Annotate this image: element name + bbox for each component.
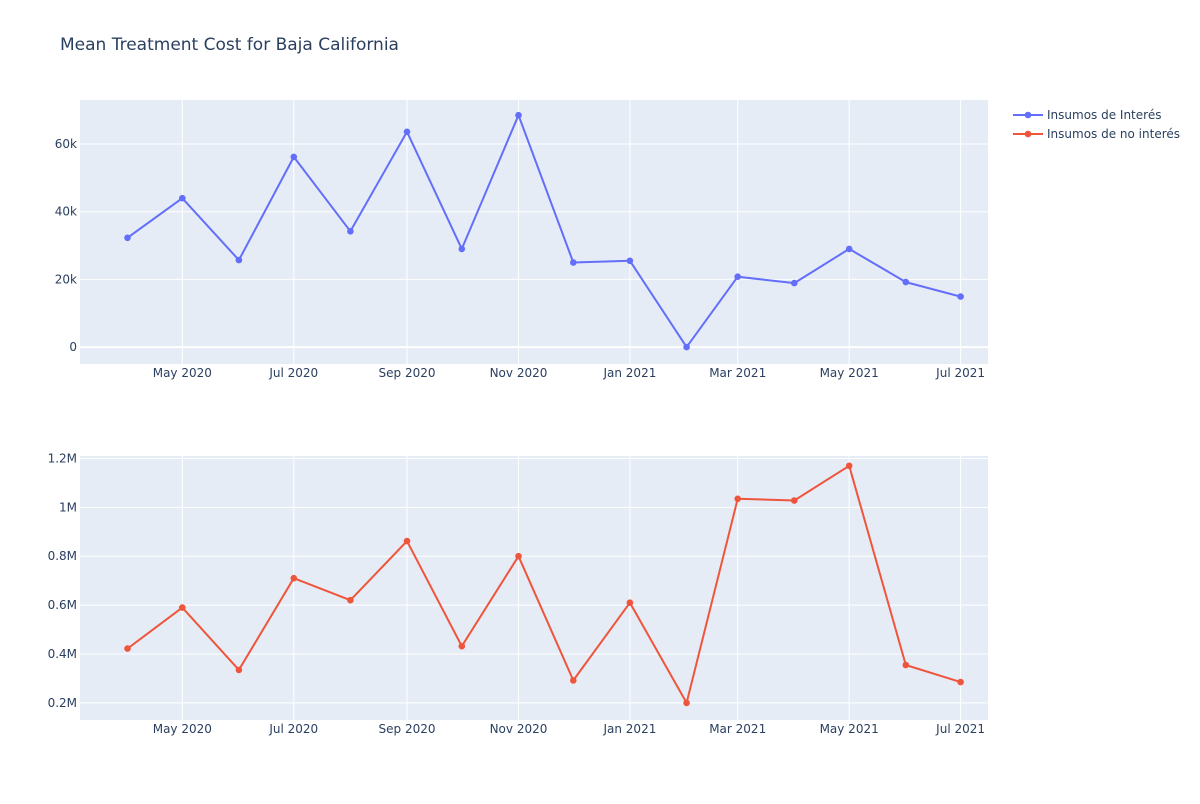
y-tick-label: 0 [69, 340, 77, 354]
legend-label[interactable]: Insumos de no interés [1047, 127, 1180, 141]
data-point [179, 604, 186, 611]
series-line [126, 114, 961, 349]
chart-title: Mean Treatment Cost for Baja California [60, 35, 399, 55]
x-tick-label: Jul 2020 [268, 722, 318, 736]
data-point [515, 111, 522, 119]
data-point [570, 259, 577, 266]
y-tick-label: 20k [55, 272, 77, 286]
data-point [957, 678, 964, 686]
data-point [957, 293, 964, 300]
x-tick-label: May 2020 [153, 366, 212, 380]
y-tick-label: 0.4M [48, 647, 77, 661]
x-tick-label: Jan 2021 [602, 366, 656, 380]
data-point [845, 462, 853, 470]
x-tick-label: Jul 2021 [935, 366, 985, 380]
data-point [347, 228, 354, 235]
data-point [347, 596, 354, 604]
x-tick-label: Sep 2020 [379, 366, 436, 380]
y-tick-label: 60k [55, 137, 77, 151]
data-point [179, 194, 186, 202]
y-tick-label: 0.6M [48, 598, 77, 612]
data-point [902, 278, 910, 286]
x-tick-label: May 2020 [153, 722, 212, 736]
data-point [734, 495, 741, 503]
data-point [845, 245, 853, 253]
data-point [403, 128, 411, 136]
legend-label[interactable]: Insumos de Interés [1047, 108, 1161, 122]
data-point [124, 234, 131, 242]
y-tick-label: 1.2M [48, 451, 77, 465]
legend-swatch-marker[interactable] [1024, 111, 1032, 119]
plot-area-1 [80, 100, 988, 364]
x-tick-label: Jul 2020 [268, 366, 318, 380]
data-point [683, 343, 690, 351]
data-point [734, 273, 741, 281]
data-point [458, 245, 466, 253]
data-point [902, 661, 910, 669]
x-tick-label: Jan 2021 [602, 722, 656, 736]
data-point [290, 574, 298, 582]
data-point [626, 599, 634, 606]
series-line [126, 464, 961, 704]
data-point [458, 642, 466, 650]
y-tick-label: 40k [55, 205, 77, 219]
x-tick-label: Jul 2021 [935, 722, 985, 736]
legend-swatch-marker[interactable] [1024, 130, 1032, 138]
y-tick-label: 1M [59, 500, 77, 514]
data-point [290, 153, 298, 161]
data-point [626, 257, 634, 265]
x-tick-label: May 2021 [820, 722, 879, 736]
data-point [570, 677, 577, 684]
x-tick-label: May 2021 [820, 366, 879, 380]
data-point [124, 645, 131, 652]
plot-area-2 [80, 456, 988, 720]
data-point [791, 279, 798, 287]
data-point [791, 497, 798, 504]
data-point [403, 537, 411, 545]
x-tick-label: Nov 2020 [490, 366, 548, 380]
x-tick-label: Sep 2020 [379, 722, 436, 736]
x-tick-label: Mar 2021 [709, 722, 766, 736]
y-tick-label: 0.8M [48, 549, 77, 563]
x-tick-label: Nov 2020 [490, 722, 548, 736]
data-point [235, 666, 243, 674]
x-tick-label: Mar 2021 [709, 366, 766, 380]
data-point [235, 256, 243, 264]
y-tick-label: 0.2M [48, 696, 77, 710]
data-point [515, 552, 522, 560]
data-point [683, 699, 690, 707]
